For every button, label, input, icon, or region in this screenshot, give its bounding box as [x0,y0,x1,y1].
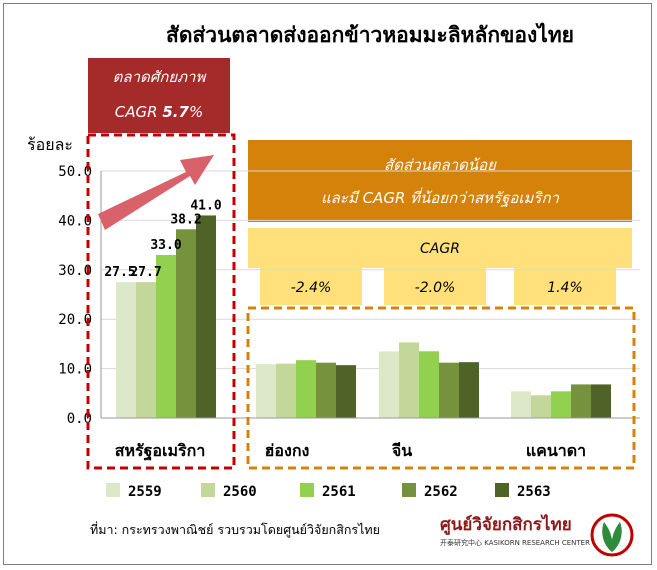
potential-market-border [86,133,236,470]
legend-swatch-2563 [495,483,509,497]
bar-2562-2 [439,362,459,418]
y-tick-label: 10.0 [58,362,92,378]
logo-subtext: 开泰研究中心 KASIKORN RESEARCH CENTER [440,538,590,547]
category-label: สหรัฐอเมริกา [115,441,206,461]
data-label: 27.5 [104,265,135,280]
logo-text: ศูนย์วิจัยกสิกรไทย [440,514,572,536]
y-tick-label: 20.0 [58,312,92,328]
legend-swatch-2560 [201,483,215,497]
potential-market-cagr: CAGR 5.7% [115,103,203,121]
bar-2560-1 [276,363,296,418]
y-tick-label: 50.0 [58,164,92,180]
data-label: 27.7 [130,265,161,280]
bar-2561-1 [296,360,316,418]
bar-2559-2 [379,351,399,418]
bar-2562-3 [571,384,591,418]
bar-2560-3 [531,395,551,418]
cagr-value-china: -2.0% [415,280,456,296]
y-tick-label: 30.0 [58,263,92,279]
cagr-box-china [384,268,486,305]
bar-2561-3 [551,391,571,418]
cagr-box-canada [514,268,616,305]
legend-label-2561: 2561 [322,484,356,500]
potential-market-title: ตลาดศักยภาพ [113,68,207,86]
growth-arrow [98,155,214,230]
potential-cagr-unit: % [189,103,203,121]
data-label: 33.0 [150,238,181,253]
legend-label-2560: 2560 [223,484,257,500]
bar-2562-0 [176,229,196,418]
y-tick-label: 40.0 [58,213,92,229]
potential-cagr-label: CAGR [115,103,163,121]
y-axis-label: ร้อยละ [27,135,73,154]
chart-frame [3,3,652,565]
bar-2559-1 [256,364,276,418]
bar-2559-0 [116,282,136,418]
bar-2561-0 [156,254,176,418]
bar-2561-2 [419,351,439,418]
source-note: ที่มา: กระทรวงพาณิชย์ รวบรวมโดยศูนย์วิจั… [90,521,380,538]
bar-2559-3 [511,391,531,418]
potential-market-box [88,58,230,133]
cagr-box-hongkong [260,268,362,305]
legend-label-2562: 2562 [424,484,458,500]
kasikorn-logo-icon [590,513,634,557]
legend-swatch-2562 [402,483,416,497]
bar-2563-1 [336,365,356,418]
cagr-header: CAGR [420,241,460,257]
potential-cagr-value: 5.7 [162,103,189,121]
legend-swatch-2559 [106,483,120,497]
chart-title: สัดส่วนตลาดส่งออกข้าวหอมมะลิหลักของไทย [166,22,574,47]
small-market-line1: สัดส่วนตลาดน้อย [384,156,497,174]
cagr-value-hongkong: -2.4% [291,280,332,296]
small-market-box [248,140,632,222]
category-label: ฮ่องกง [265,441,310,460]
bar-2563-0 [196,215,216,418]
category-label: แคนาดา [526,441,586,460]
data-label: 41.0 [190,198,221,213]
bar-2562-1 [316,362,336,418]
bar-2563-3 [591,384,611,418]
small-market-line2: และมี CAGR ที่น้อยกว่าสหรัฐอเมริกา [321,187,560,207]
cagr-header-box [248,228,632,268]
legend-label-2559: 2559 [128,484,162,500]
bar-2560-2 [399,342,419,418]
cagr-value-canada: 1.4% [547,280,583,296]
bar-2563-2 [459,362,479,418]
bar-2560-0 [136,282,156,418]
legend-label-2563: 2563 [517,484,551,500]
category-label: จีน [391,441,412,460]
legend-swatch-2561 [300,483,314,497]
y-tick-label: 0.0 [67,411,92,427]
data-label: 38.2 [170,212,201,227]
